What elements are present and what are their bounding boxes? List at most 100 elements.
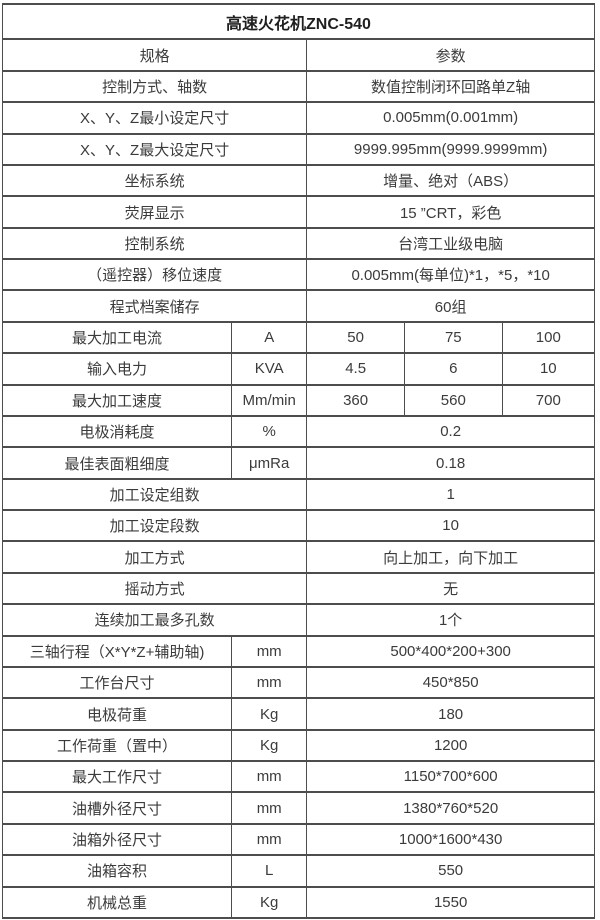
title-row: 高速火花机ZNC-540 [2, 2, 595, 41]
value-cell: 10 [306, 509, 595, 543]
table-row: 加工设定段数 10 [1, 509, 595, 543]
spec-label-cell: （遥控器）移位速度 [1, 258, 308, 292]
value-cell: 550 [306, 854, 595, 888]
table-row: 控制系统 台湾工业级电脑 [1, 226, 595, 261]
spec-label-cell: 机械总重 [1, 885, 233, 920]
value-cell: 1000*1600*430 [306, 822, 595, 857]
unit-cell: μmRa [231, 446, 308, 480]
unit-cell: Kg [231, 697, 308, 731]
spec-label-cell: 控制方式、轴数 [1, 69, 308, 104]
unit-cell: Kg [231, 885, 308, 920]
value-cell: 6 [403, 352, 503, 386]
table-row: 荧屏显示 15 ”CRT，彩色 [1, 195, 595, 229]
spec-label-cell: 最大加工速度 [1, 383, 233, 417]
table-row: 电极消耗度% 0.2 [1, 414, 595, 449]
spec-label-cell: 坐标系统 [1, 163, 308, 198]
value-cell: 数值控制闭环回路单Z轴 [306, 69, 595, 104]
table-row: 程式档案储存 60组 [1, 289, 595, 323]
table-row: 油箱容积 L 550 [1, 854, 595, 888]
table-row: 摇动方式无 [1, 571, 595, 606]
value-cell: 560 [403, 383, 503, 417]
unit-cell: Mm/min [231, 383, 308, 417]
table-row: 坐标系统 增量、绝对（ABS） [1, 163, 595, 198]
spec-label-cell: 电极消耗度 [1, 414, 233, 449]
spec-label-cell: 加工设定组数 [1, 477, 308, 512]
unit-cell: mm [231, 791, 308, 825]
spec-label-cell: 最大工作尺寸 [1, 760, 233, 794]
unit-cell: Kg [231, 728, 308, 763]
value-cell: 9999.995mm(9999.9999mm) [306, 132, 595, 166]
value-cell: 1380*760*520 [306, 791, 595, 825]
value-cell: 50 [306, 320, 405, 355]
unit-cell: mm [231, 665, 308, 700]
table-row: 最大加工速度 Mm/min 360 560 700 [1, 383, 596, 417]
spec-label-cell: 摇动方式 [1, 571, 308, 606]
value-cell: 75 [403, 320, 503, 355]
value-cell: 0.18 [306, 446, 595, 480]
unit-cell: L [231, 854, 308, 888]
spec-label-cell: 最佳表面粗细度 [1, 446, 233, 480]
spec-label-cell: 控制系统 [1, 226, 308, 261]
table-row: （遥控器）移位速度 0.005mm(每单位)*1，*5，*10 [1, 258, 595, 292]
table-row: 最佳表面粗细度 μmRa 0.18 [1, 446, 595, 480]
value-cell: 360 [306, 383, 405, 417]
spec-label-cell: 加工方式 [1, 540, 308, 574]
spec-label-cell: 最大加工电流 [1, 320, 233, 355]
spec-label-cell: X、Y、Z最小设定尺寸 [1, 101, 308, 135]
value-cell: 500*400*200+300 [306, 634, 595, 668]
table-row: 工作荷重（置中） Kg 1200 [1, 728, 595, 763]
spec-label-cell: 工作台尺寸 [1, 665, 233, 700]
table-row: 油槽外径尺寸 mm 1380*760*520 [1, 791, 595, 825]
spec-label-cell: 油槽外径尺寸 [1, 791, 233, 825]
value-cell: 180 [306, 697, 595, 731]
value-cell: 0.2 [306, 414, 595, 449]
value-cell: 1150*700*600 [306, 760, 595, 794]
table-row: 机械总重 Kg 1550 [1, 885, 595, 920]
value-cell: 0.005mm(每单位)*1，*5，*10 [306, 258, 595, 292]
value-cell: 450*850 [306, 665, 595, 700]
spec-label-cell: 规格 [1, 38, 308, 72]
value-cell: 0.005mm(0.001mm) [306, 101, 595, 135]
spec-label-cell: X、Y、Z最大设定尺寸 [1, 132, 308, 166]
value-cell: 1 [306, 477, 595, 512]
value-cell: 参数 [306, 38, 595, 72]
unit-cell: mm [231, 822, 308, 857]
spec-label-cell: 工作荷重（置中） [1, 728, 233, 763]
spec-label-cell: 油箱外径尺寸 [1, 822, 233, 857]
value-cell: 增量、绝对（ABS） [306, 163, 595, 198]
value-cell: 100 [501, 320, 596, 355]
unit-cell: mm [231, 760, 308, 794]
unit-cell: A [231, 320, 308, 355]
value-cell: 15 ”CRT，彩色 [306, 195, 595, 229]
table-row: 三轴行程（X*Y*Z+辅助轴) mm 500*400*200+300 [1, 634, 595, 668]
spec-label-cell: 电极荷重 [1, 697, 233, 731]
table-row: 最大工作尺寸 mm 1150*700*600 [1, 760, 595, 794]
value-cell: 台湾工业级电脑 [306, 226, 595, 261]
unit-cell: KVA [231, 352, 308, 386]
spec-label-cell: 三轴行程（X*Y*Z+辅助轴) [1, 634, 233, 668]
table-row: 油箱外径尺寸 mm 1000*1600*430 [1, 822, 595, 857]
column-header-row: 规格 参数 [1, 38, 595, 72]
spec-label-cell: 加工设定段数 [1, 509, 308, 543]
value-cell: 无 [306, 571, 595, 606]
table-row: X、Y、Z最大设定尺寸 9999.995mm(9999.9999mm) [1, 132, 595, 166]
value-cell: 向上加工，向下加工 [306, 540, 595, 574]
value-cell: 10 [501, 352, 596, 386]
unit-cell: mm [231, 634, 308, 668]
table-title: 高速火花机ZNC-540 [2, 2, 595, 41]
table-row: 控制方式、轴数 数值控制闭环回路单Z轴 [1, 69, 595, 104]
table-row: 连续加工最多孔数 1个 [1, 603, 595, 637]
value-cell: 1550 [306, 885, 595, 920]
value-cell: 1200 [306, 728, 595, 763]
spec-label-cell: 输入电力 [1, 352, 233, 386]
spec-label-cell: 连续加工最多孔数 [1, 603, 308, 637]
table-row: 最大加工电流 A 50 75 100 [1, 320, 596, 355]
value-cell: 700 [501, 383, 596, 417]
spec-label-cell: 程式档案储存 [1, 289, 308, 323]
table-row: 工作台尺寸 mm 450*850 [1, 665, 595, 700]
value-cell: 1个 [306, 603, 595, 637]
value-cell: 60组 [306, 289, 595, 323]
table-row: 加工方式 向上加工，向下加工 [1, 540, 595, 574]
